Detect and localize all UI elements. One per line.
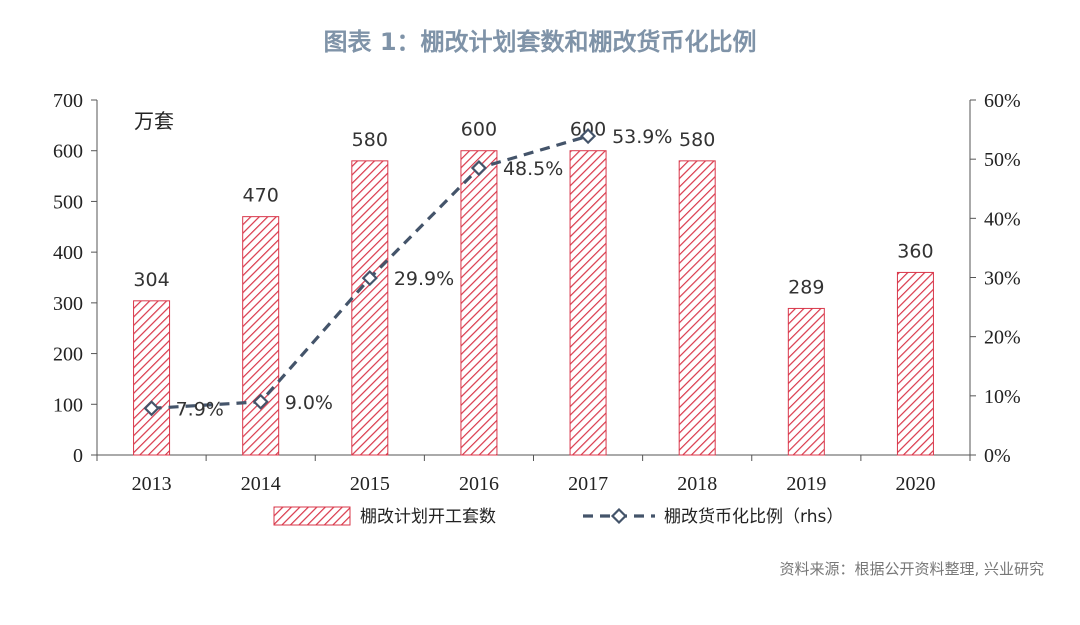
bar-data-label: 304 xyxy=(133,269,169,291)
left-axis-tick-label: 200 xyxy=(53,344,83,366)
right-axis-tick-label: 30% xyxy=(984,268,1021,290)
x-axis-tick-label: 2013 xyxy=(132,473,172,495)
bar-2018 xyxy=(678,160,716,456)
right-axis-tick-label: 10% xyxy=(984,386,1021,408)
left-axis-tick-label: 0 xyxy=(73,445,83,467)
ratio-marker xyxy=(143,400,160,417)
legend-line-marker xyxy=(610,507,628,525)
left-axis-tick-label: 600 xyxy=(53,141,83,163)
x-axis-tick-label: 2014 xyxy=(241,473,281,495)
bar-data-label: 580 xyxy=(352,129,388,151)
left-axis-tick-label: 100 xyxy=(53,394,83,416)
legend-bar-swatch xyxy=(273,506,351,526)
bar-2014 xyxy=(242,216,280,456)
x-axis-tick-label: 2017 xyxy=(568,473,608,495)
right-axis-tick-label: 50% xyxy=(984,149,1021,171)
bar-2019 xyxy=(787,307,825,456)
ratio-marker xyxy=(361,270,378,287)
left-axis-tick-label: 500 xyxy=(53,191,83,213)
ratio-data-label: 9.0% xyxy=(285,392,333,414)
x-axis-tick-label: 2019 xyxy=(786,473,826,495)
ratio-marker xyxy=(470,159,487,177)
bar-2017 xyxy=(569,150,607,456)
left-axis-tick-label: 700 xyxy=(53,90,83,112)
bar-data-label: 360 xyxy=(897,240,933,262)
left-axis-tick-label: 400 xyxy=(53,242,83,264)
x-axis-tick-label: 2020 xyxy=(895,473,935,495)
ratio-data-label: 48.5% xyxy=(503,158,563,180)
left-axis-tick-label: 300 xyxy=(53,293,83,315)
bar-data-label: 289 xyxy=(788,276,824,298)
right-axis-tick-label: 40% xyxy=(984,208,1021,230)
legend-bar-label: 棚改计划开工套数 xyxy=(360,507,496,527)
bar-data-label: 600 xyxy=(461,119,497,141)
bar-data-label: 580 xyxy=(679,129,715,151)
ratio-data-label: 7.9% xyxy=(176,398,224,420)
y-axis-unit-label: 万套 xyxy=(134,109,174,133)
bar-2015 xyxy=(351,160,389,456)
bar-data-label: 470 xyxy=(243,185,279,207)
right-axis-tick-label: 0% xyxy=(984,445,1011,467)
ratio-data-label: 53.9% xyxy=(612,126,672,148)
source-note: 资料来源：根据公开资料整理, 兴业研究 xyxy=(779,560,1044,578)
bar-2020 xyxy=(896,271,934,456)
right-axis-tick-label: 20% xyxy=(984,327,1021,349)
bar-2016 xyxy=(460,150,498,456)
ratio-marker xyxy=(252,393,269,410)
ratio-data-label: 29.9% xyxy=(394,268,454,290)
chart-title: 图表 1：棚改计划套数和棚改货币化比例 xyxy=(323,28,757,56)
bar-2013 xyxy=(133,300,171,456)
x-axis-tick-label: 2015 xyxy=(350,473,390,495)
legend-line-label: 棚改货币化比例（rhs） xyxy=(664,507,843,527)
right-axis-tick-label: 60% xyxy=(984,90,1021,112)
ratio-marker xyxy=(580,128,597,145)
x-axis-tick-label: 2018 xyxy=(677,473,717,495)
x-axis-tick-label: 2016 xyxy=(459,473,499,495)
